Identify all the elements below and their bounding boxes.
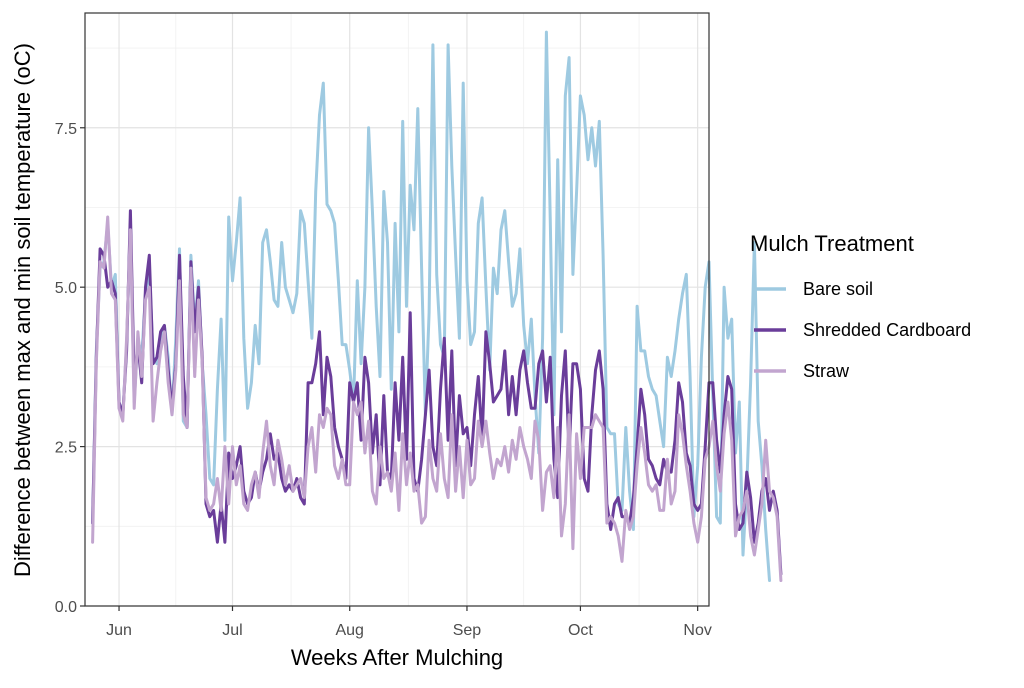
- series-lines: [91, 30, 783, 582]
- legend-item-bare-soil: Bare soil: [754, 279, 873, 299]
- y-tick-label: 5.0: [55, 280, 77, 297]
- x-tick-label: Sep: [453, 622, 482, 639]
- legend-label-bare-soil: Bare soil: [803, 279, 873, 299]
- x-tick-label: Nov: [683, 622, 711, 639]
- x-tick-label: Oct: [568, 622, 593, 639]
- series-line-bare-soil: [91, 30, 771, 582]
- legend-title: Mulch Treatment: [750, 231, 914, 256]
- legend-items: Bare soil Shredded Cardboard Straw: [754, 279, 971, 381]
- legend-label-shredded-cardboard: Shredded Cardboard: [803, 320, 971, 340]
- panel-border-rect: [84, 12, 710, 607]
- y-tick-label: 2.5: [55, 440, 77, 457]
- legend: Mulch Treatment Bare soil Shredded Cardbo…: [750, 231, 971, 381]
- x-axis-ticks: Jun Jul Aug Sep Oct Nov: [106, 606, 712, 639]
- y-axis-ticks: 0.0 2.5 5.0 7.5: [55, 121, 85, 616]
- series-line-straw: [91, 215, 783, 582]
- legend-label-straw: Straw: [803, 361, 850, 381]
- y-tick-label: 7.5: [55, 121, 77, 138]
- legend-item-straw: Straw: [754, 361, 850, 381]
- legend-item-shredded-cardboard: Shredded Cardboard: [754, 320, 971, 340]
- x-tick-label: Jun: [106, 622, 132, 639]
- y-axis-title: Difference between max and min soil temp…: [10, 43, 35, 577]
- panel-border: [84, 12, 710, 607]
- x-tick-label: Aug: [335, 622, 363, 639]
- x-tick-label: Jul: [222, 622, 242, 639]
- x-axis-title: Weeks After Mulching: [291, 645, 503, 670]
- y-tick-label: 0.0: [55, 599, 77, 616]
